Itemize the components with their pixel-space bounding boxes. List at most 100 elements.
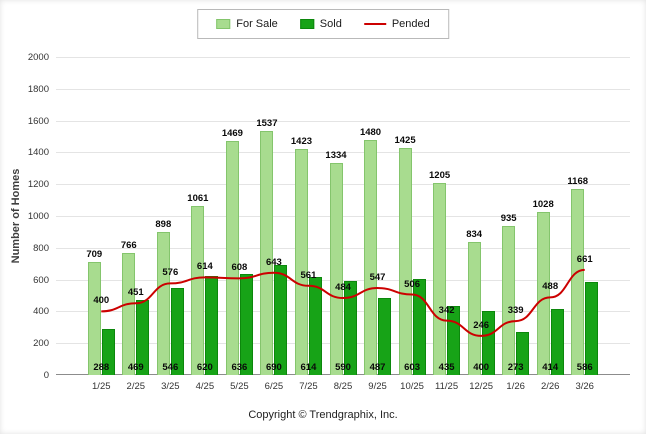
- pended-value-label: 661: [576, 253, 593, 265]
- x-axis-tick-label: 3/25: [161, 381, 180, 392]
- legend-item-for-sale: For Sale: [216, 18, 278, 30]
- gridline: [56, 57, 630, 58]
- y-axis-tick-label: 1600: [27, 115, 49, 127]
- sold-value-label: 487: [369, 362, 386, 373]
- sold-value-label: 546: [162, 362, 179, 373]
- gridline: [56, 120, 630, 122]
- sold-value-label: 288: [93, 362, 110, 373]
- for-sale-bar: [329, 162, 343, 375]
- pended-value-label: 488: [542, 281, 559, 293]
- pended-value-label: 614: [196, 261, 213, 273]
- sold-bar: [170, 288, 184, 375]
- sold-bar: [343, 281, 357, 375]
- pended-value-label: 506: [404, 278, 420, 290]
- sold-bar: [412, 279, 426, 375]
- sold-value-label: 400: [473, 362, 490, 373]
- for-sale-value-label: 1061: [187, 193, 209, 205]
- for-sale-value-label: 1168: [567, 176, 589, 188]
- sold-value-label: 414: [542, 362, 559, 373]
- pended-value-label: 547: [369, 272, 386, 284]
- for-sale-bar: [191, 206, 205, 375]
- gridline: [56, 247, 630, 249]
- y-axis-tick-label: 400: [33, 306, 49, 318]
- y-axis-tick-label: 1000: [27, 211, 49, 222]
- for-sale-swatch: [216, 19, 231, 29]
- y-axis-tick-label: 0: [43, 370, 49, 381]
- chart-legend: For Sale Sold Pended: [197, 9, 449, 39]
- pended-line-path: [101, 268, 585, 337]
- x-axis-tick-label: 8/25: [333, 381, 353, 392]
- x-axis-tick-label: 6/25: [264, 381, 284, 392]
- for-sale-value-label: 834: [466, 229, 483, 241]
- pended-value-label: 339: [507, 305, 524, 317]
- sold-value-label: 435: [438, 362, 455, 373]
- y-axis-tick-label: 1200: [27, 179, 49, 191]
- x-axis-line: [56, 374, 630, 375]
- sold-bar: [239, 273, 253, 375]
- legend-label-pended: Pended: [391, 18, 430, 30]
- gridline: [56, 184, 630, 186]
- for-sale-value-label: 766: [120, 240, 137, 252]
- y-axis-tick-label: 1400: [27, 147, 49, 159]
- pended-value-label: 643: [265, 256, 282, 268]
- for-sale-value-label: 1028: [532, 198, 554, 210]
- gridline: [56, 279, 630, 281]
- legend-item-pended: Pended: [363, 18, 430, 30]
- x-axis-tick-label: 1/26: [506, 381, 525, 392]
- pended-value-label: 608: [231, 262, 248, 274]
- for-sale-value-label: 1425: [394, 135, 416, 147]
- sold-bar: [101, 329, 115, 375]
- for-sale-value-label: 935: [500, 213, 517, 225]
- gridline: [56, 343, 630, 345]
- gridline: [56, 311, 630, 313]
- for-sale-bar: [467, 242, 481, 375]
- for-sale-value-label: 1205: [429, 170, 451, 182]
- for-sale-bar: [398, 148, 412, 375]
- sold-bar: [550, 309, 564, 375]
- pended-line-swatch: [363, 23, 386, 25]
- sold-value-label: 586: [576, 362, 593, 373]
- pended-value-label: 400: [93, 295, 110, 307]
- sold-bar: [274, 265, 288, 375]
- x-axis-tick-label: 2/26: [540, 381, 560, 392]
- x-axis-tick-label: 11/25: [435, 381, 459, 392]
- y-axis-tick-label: 800: [33, 242, 49, 254]
- for-sale-value-label: 898: [155, 219, 172, 231]
- sold-swatch: [299, 19, 314, 29]
- for-sale-bar: [260, 130, 274, 375]
- for-sale-value-label: 1334: [325, 149, 347, 161]
- for-sale-bar: [87, 262, 101, 375]
- for-sale-bar: [122, 253, 136, 375]
- for-sale-bar: [571, 189, 585, 375]
- for-sale-bar: [156, 232, 170, 375]
- x-axis-tick-label: 10/25: [400, 381, 424, 392]
- x-axis-tick-label: 9/25: [368, 381, 387, 392]
- sold-value-label: 614: [300, 362, 317, 373]
- pended-value-label: 561: [300, 269, 317, 281]
- sold-value-label: 273: [507, 362, 524, 373]
- sold-value-label: 590: [335, 362, 351, 373]
- y-axis-tick-label: 200: [33, 338, 49, 350]
- sold-value-label: 636: [231, 362, 248, 373]
- x-axis-tick-label: 7/25: [299, 381, 318, 392]
- for-sale-value-label: 1423: [290, 135, 313, 147]
- x-axis-tick-label: 3/26: [575, 381, 594, 392]
- x-axis-tick-label: 1/25: [92, 381, 111, 392]
- sold-bar: [585, 281, 599, 375]
- sold-bar: [516, 331, 530, 375]
- legend-item-sold: Sold: [299, 18, 342, 30]
- for-sale-value-label: 1537: [256, 117, 278, 129]
- pended-line: [101, 268, 585, 337]
- pended-value-label: 451: [127, 287, 144, 299]
- x-axis-tick-label: 2/25: [126, 381, 146, 392]
- y-axis-tick-label: 600: [33, 274, 49, 286]
- x-axis-tick-label: 5/25: [230, 381, 249, 392]
- for-sale-bar: [225, 141, 239, 375]
- x-axis-tick-label: 4/25: [195, 381, 215, 392]
- pended-value-label: 576: [162, 267, 179, 279]
- gridline: [56, 216, 630, 217]
- legend-label-sold: Sold: [319, 18, 342, 30]
- pended-value-label: 484: [335, 282, 351, 294]
- y-axis-tick-label: 2000: [27, 52, 49, 63]
- for-sale-bar: [502, 226, 516, 375]
